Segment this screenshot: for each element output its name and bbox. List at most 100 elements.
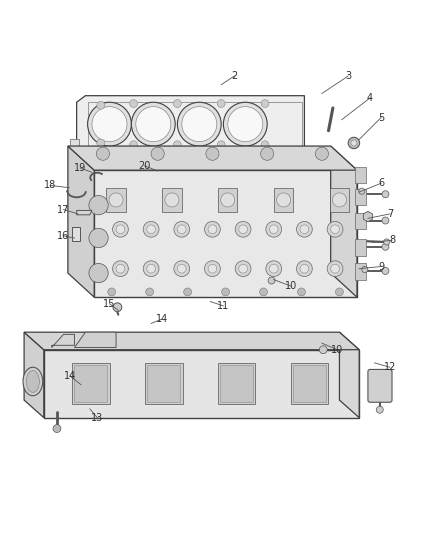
- Circle shape: [182, 107, 217, 142]
- Circle shape: [221, 193, 235, 207]
- Ellipse shape: [23, 367, 42, 395]
- Circle shape: [174, 261, 190, 277]
- Circle shape: [217, 100, 225, 108]
- Circle shape: [235, 261, 251, 277]
- Circle shape: [177, 264, 186, 273]
- Circle shape: [315, 147, 328, 160]
- Circle shape: [376, 406, 383, 413]
- Bar: [293, 365, 326, 402]
- Bar: [148, 365, 180, 402]
- Polygon shape: [68, 146, 357, 170]
- Circle shape: [261, 100, 269, 108]
- Polygon shape: [44, 350, 359, 418]
- Bar: [355, 189, 366, 205]
- Circle shape: [269, 264, 278, 273]
- Polygon shape: [24, 332, 44, 418]
- Text: 10: 10: [331, 345, 343, 355]
- Text: 16: 16: [57, 231, 70, 241]
- Circle shape: [173, 100, 181, 108]
- Circle shape: [351, 140, 357, 146]
- Circle shape: [266, 221, 282, 237]
- Bar: [330, 188, 349, 212]
- Circle shape: [53, 425, 61, 432]
- Circle shape: [327, 261, 343, 277]
- Circle shape: [235, 221, 251, 237]
- Circle shape: [297, 288, 305, 296]
- Circle shape: [319, 346, 327, 354]
- Circle shape: [327, 221, 343, 237]
- Circle shape: [147, 264, 155, 273]
- Circle shape: [143, 221, 159, 237]
- Text: 7: 7: [387, 209, 393, 219]
- Circle shape: [205, 261, 220, 277]
- Bar: [355, 263, 366, 280]
- Circle shape: [261, 147, 274, 160]
- Circle shape: [184, 288, 191, 296]
- Text: 12: 12: [384, 362, 396, 372]
- Circle shape: [147, 225, 155, 233]
- Circle shape: [165, 193, 179, 207]
- Bar: [72, 227, 80, 241]
- Bar: [220, 365, 253, 402]
- Text: 6: 6: [378, 178, 384, 188]
- Text: 5: 5: [378, 112, 384, 123]
- Polygon shape: [74, 332, 116, 348]
- Circle shape: [331, 264, 339, 273]
- Circle shape: [208, 264, 217, 273]
- Circle shape: [143, 261, 159, 277]
- Circle shape: [217, 141, 225, 149]
- FancyBboxPatch shape: [368, 369, 392, 402]
- Text: 4: 4: [367, 93, 373, 103]
- Bar: [106, 188, 126, 212]
- Circle shape: [336, 288, 343, 296]
- Circle shape: [130, 141, 138, 149]
- Circle shape: [108, 288, 116, 296]
- Polygon shape: [77, 96, 304, 152]
- Polygon shape: [331, 146, 357, 297]
- Circle shape: [113, 303, 122, 312]
- Circle shape: [177, 102, 221, 146]
- Text: 19: 19: [74, 163, 86, 173]
- Circle shape: [131, 102, 175, 146]
- Polygon shape: [68, 146, 94, 297]
- Circle shape: [332, 193, 346, 207]
- Circle shape: [269, 225, 278, 233]
- Bar: [218, 363, 255, 405]
- Circle shape: [297, 261, 312, 277]
- Polygon shape: [52, 334, 74, 348]
- Circle shape: [297, 221, 312, 237]
- Bar: [355, 239, 366, 255]
- Bar: [145, 363, 183, 405]
- Circle shape: [116, 225, 125, 233]
- Circle shape: [239, 225, 247, 233]
- Circle shape: [228, 107, 263, 142]
- Circle shape: [300, 225, 309, 233]
- Circle shape: [109, 193, 123, 207]
- Circle shape: [92, 107, 127, 142]
- Circle shape: [266, 261, 282, 277]
- Circle shape: [268, 277, 275, 284]
- Text: 3: 3: [345, 71, 351, 81]
- Circle shape: [146, 288, 154, 296]
- Circle shape: [300, 264, 309, 273]
- Text: 20: 20: [138, 161, 151, 171]
- Circle shape: [89, 229, 108, 248]
- Circle shape: [96, 147, 110, 160]
- Circle shape: [382, 268, 389, 274]
- Bar: [355, 213, 366, 229]
- Text: 11: 11: [217, 301, 230, 311]
- Circle shape: [88, 102, 131, 146]
- Circle shape: [206, 147, 219, 160]
- Circle shape: [97, 101, 105, 109]
- Circle shape: [116, 264, 125, 273]
- Circle shape: [130, 100, 138, 108]
- Bar: [218, 188, 237, 212]
- Polygon shape: [77, 211, 92, 215]
- Bar: [162, 188, 181, 212]
- Circle shape: [362, 266, 368, 273]
- Circle shape: [223, 102, 267, 146]
- Text: 14: 14: [64, 371, 76, 381]
- Polygon shape: [94, 170, 357, 297]
- Text: 14: 14: [156, 314, 168, 324]
- Bar: [291, 363, 328, 405]
